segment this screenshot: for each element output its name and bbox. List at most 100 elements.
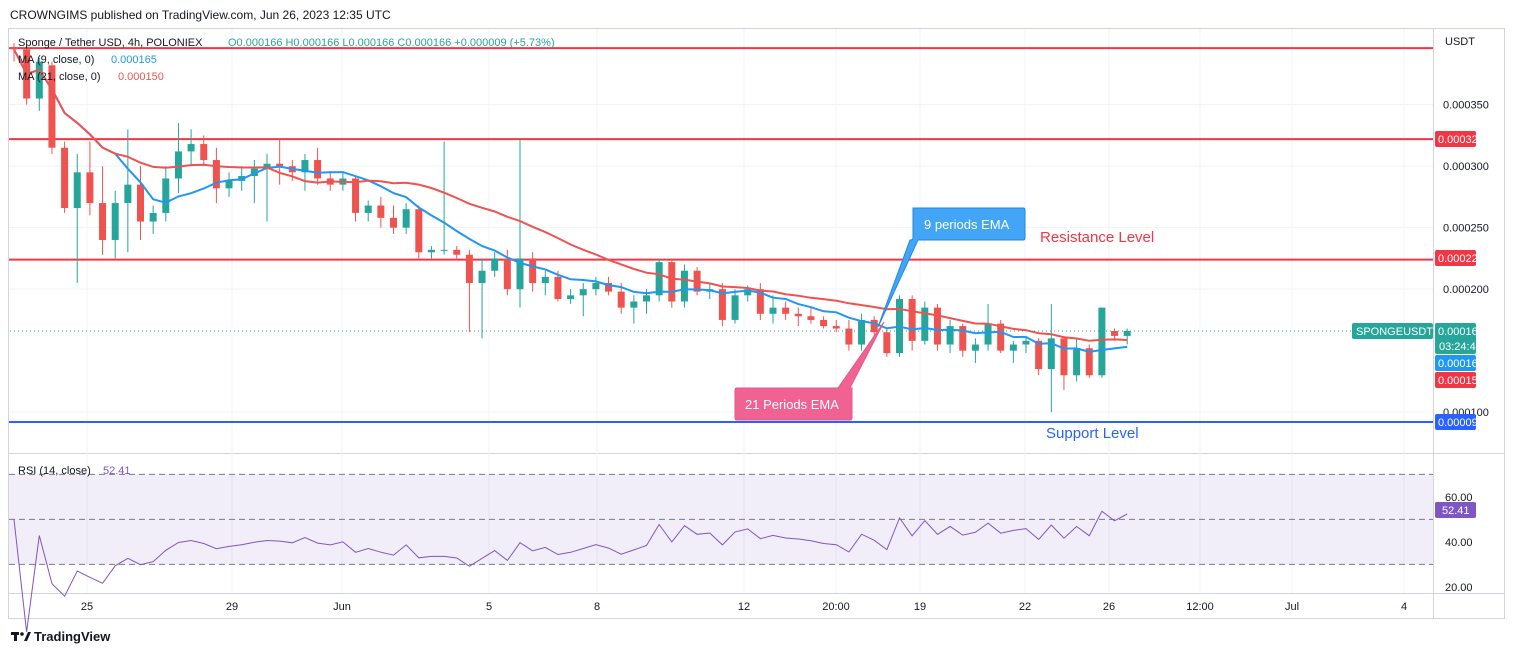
candle-body — [769, 307, 777, 314]
candle-body — [997, 323, 1005, 351]
rsi-tick-label: 60.00 — [1445, 492, 1473, 504]
symbol-tag-bg — [1352, 323, 1433, 339]
candle-body — [668, 262, 676, 302]
candle-body — [579, 289, 587, 296]
time-label: 26 — [1103, 601, 1115, 613]
legend: Sponge / Tether USD, 4h, POLONIEX O0.000… — [18, 37, 555, 83]
time-label: 19 — [914, 601, 926, 613]
candle-body — [352, 178, 360, 213]
candle-body — [200, 144, 208, 161]
ma9-tag: 0.000165 — [1438, 358, 1484, 370]
time-label: 22 — [1019, 601, 1031, 613]
resistance-label: Resistance Level — [1040, 229, 1154, 246]
candle-body — [276, 163, 284, 167]
candle-body — [832, 326, 840, 329]
price-tick-label: 0.000350 — [1443, 100, 1489, 112]
rsi-axis: 60.00 40.00 20.00 — [1445, 492, 1473, 594]
time-axis[interactable]: 25 29 Jun 5 8 12 20:00 19 22 26 12:00 Jul 4 — [81, 601, 1407, 613]
time-label: 12:00 — [1186, 601, 1214, 613]
candle-body — [124, 184, 132, 204]
tag-92: 0.000092 — [1438, 417, 1484, 429]
rsi-tick-label: 20.00 — [1445, 582, 1473, 594]
ma9-line — [13, 48, 1128, 353]
time-label: Jun — [333, 601, 351, 613]
ma21-tag: 0.000150 — [1438, 375, 1484, 387]
candle-body — [1035, 340, 1043, 370]
candle-body — [541, 276, 549, 284]
price-tags: 0.000322 0.000224 SPONGEUSDT 0.000166 03… — [1352, 131, 1484, 430]
tag-322: 0.000322 — [1438, 134, 1484, 146]
symbol-title: Sponge / Tether USD, 4h, POLONIEX — [18, 37, 203, 49]
chart-frame — [8, 28, 1505, 619]
candle-body — [567, 295, 575, 300]
candle-body — [592, 283, 600, 290]
candle-body — [820, 319, 828, 327]
candle-body — [478, 270, 486, 284]
candle-body — [1098, 307, 1106, 376]
candle-body — [971, 344, 979, 351]
moving-averages[interactable] — [13, 48, 1128, 353]
ma9-value: 0.000165 — [111, 54, 157, 66]
candle-body — [61, 147, 69, 208]
time-label: Jul — [1285, 601, 1299, 613]
candle-body — [643, 295, 650, 302]
candle-body — [605, 283, 613, 292]
candle-body — [301, 160, 309, 173]
candle-body — [415, 209, 423, 253]
candle-body — [402, 209, 410, 228]
price-tick-label: 0.000200 — [1443, 284, 1489, 296]
candle-body — [794, 313, 802, 317]
tradingview-logo[interactable]: TradingView — [11, 629, 111, 644]
candles[interactable] — [10, 43, 1131, 413]
candle-body — [187, 144, 195, 152]
rsi-line — [13, 510, 1128, 632]
candle-body — [655, 262, 663, 296]
candle-body — [10, 48, 18, 50]
price-tick-label: 0.000250 — [1443, 223, 1489, 235]
candle-body — [453, 249, 461, 255]
annotation-ema9[interactable]: 9 periods EMA — [877, 207, 1026, 328]
candle-body — [111, 203, 119, 240]
candle-body — [440, 249, 448, 251]
ohlc-values: O0.000166 H0.000166 L0.000166 C0.000166 … — [228, 37, 555, 49]
brand-name: TradingView — [34, 629, 111, 644]
horizontal-levels[interactable] — [9, 47, 1433, 424]
tag-322-bg — [1435, 131, 1476, 147]
grid — [9, 29, 1433, 593]
candle-body — [908, 299, 916, 341]
candle-body — [680, 270, 688, 302]
candle-body — [86, 172, 94, 204]
candle-body — [516, 258, 524, 290]
rsi-label: RSI (14, close) — [18, 465, 91, 477]
candle-body — [744, 289, 752, 296]
rsi-indicator[interactable] — [13, 510, 1128, 632]
candle-body — [1123, 331, 1131, 336]
candle-body — [921, 307, 929, 341]
candle-body — [782, 307, 790, 314]
annotation-ema21[interactable]: 21 Periods EMA — [734, 321, 885, 421]
candle-body — [984, 323, 992, 345]
price-axis[interactable]: USDT 0.0003500.0003000.0002500.0002000.0… — [1443, 36, 1489, 419]
candle-body — [718, 289, 726, 320]
rsi-tag-bg — [1435, 502, 1476, 518]
candle-body — [1060, 338, 1068, 376]
candle-body — [314, 160, 322, 179]
symbol-tag: SPONGEUSDT — [1356, 326, 1433, 338]
candle-body — [377, 205, 385, 218]
ma21-line — [13, 48, 1128, 342]
tag-92-bg — [1435, 414, 1476, 430]
last-price-tag: 0.000166 — [1438, 326, 1484, 338]
tag-224: 0.000224 — [1438, 253, 1484, 265]
currency-unit: USDT — [1445, 36, 1475, 48]
candle-body — [933, 307, 941, 345]
rsi-tick-label: 40.00 — [1445, 537, 1473, 549]
candle-body — [1085, 348, 1093, 376]
ma21-label: MA (21, close, 0) — [18, 71, 101, 83]
candle-body — [1009, 344, 1017, 351]
time-label: 20:00 — [822, 601, 850, 613]
candle-body — [858, 319, 866, 345]
candle-body — [99, 203, 107, 240]
candle-body — [174, 151, 182, 179]
candle-body — [529, 258, 537, 284]
